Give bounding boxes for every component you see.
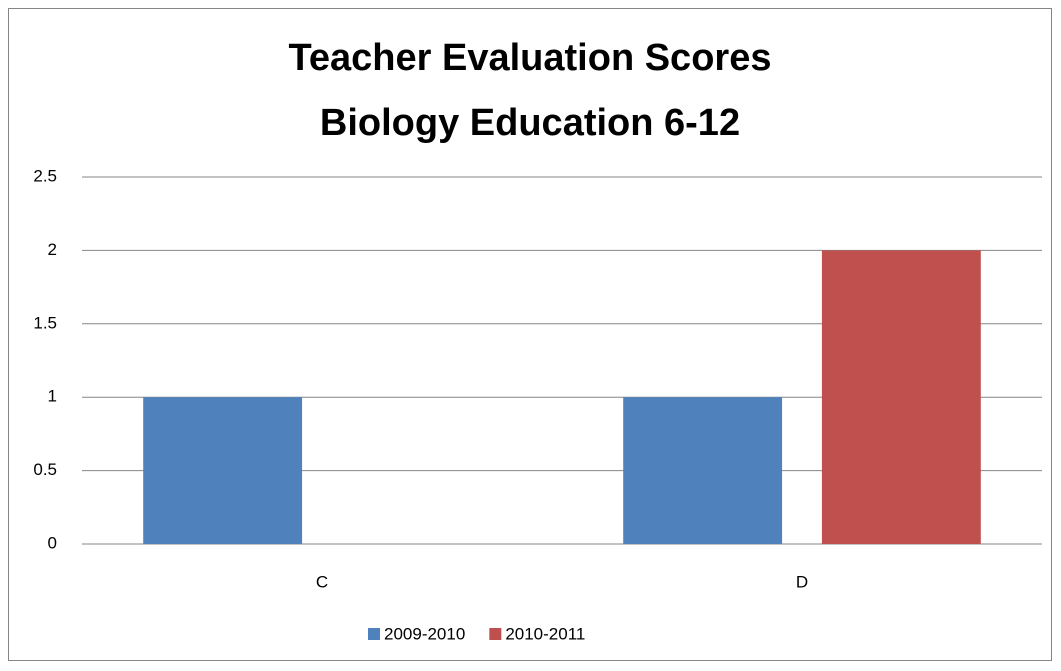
bar: [821, 250, 981, 544]
chart-title: Biology Education 6-12: [320, 102, 740, 144]
y-tick-label: 1.5: [33, 313, 57, 332]
legend-swatch: [368, 628, 380, 640]
y-tick-label: 2.5: [33, 166, 57, 185]
x-tick-label: C: [316, 572, 328, 591]
chart-title: Teacher Evaluation Scores: [289, 37, 772, 79]
y-tick-label: 1: [48, 387, 57, 406]
legend-label: 2010-2011: [505, 624, 585, 643]
legend-label: 2009-2010: [384, 624, 465, 643]
bar: [623, 397, 783, 544]
y-tick-label: 0: [48, 533, 57, 552]
bar: [143, 397, 303, 544]
y-tick-label: 2: [48, 240, 57, 259]
legend-swatch: [489, 628, 502, 640]
y-tick-label: 0.5: [33, 460, 57, 479]
x-tick-label: D: [796, 572, 808, 591]
